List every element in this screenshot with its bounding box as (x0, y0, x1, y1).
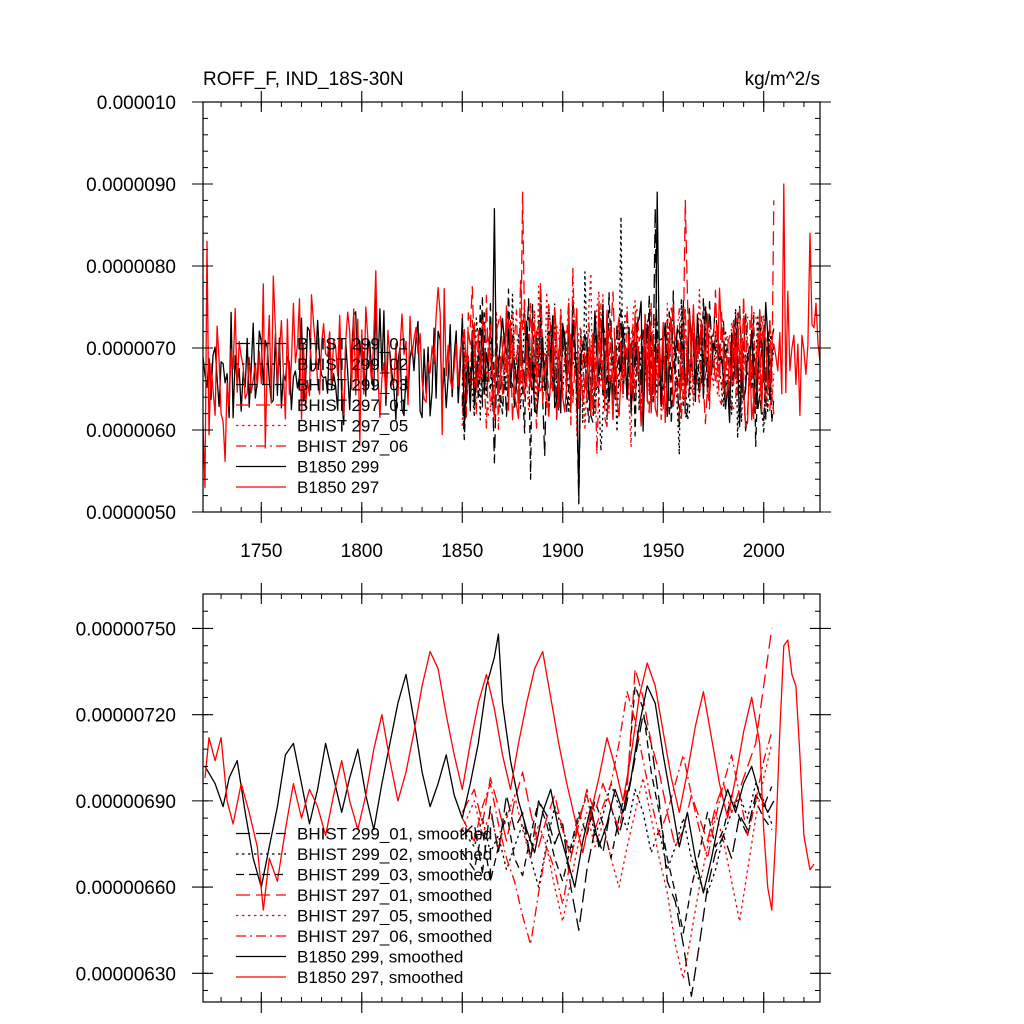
y-tick-label: 0.0000060 (86, 421, 176, 442)
legend-label: BHIST 299_01, smoothed (297, 825, 492, 844)
series-line-b1850-297-smoothed (204, 639, 815, 911)
x-tick-label: 1850 (441, 541, 483, 562)
series-line-bhist-297-05-smoothed (461, 743, 773, 980)
chart-title: ROFF_F, IND_18S-30N (203, 69, 404, 90)
legend-label: BHIST 297_05, smoothed (297, 907, 492, 926)
bottom-panel: 0.00000630 0.00000660 0.00000690 0.00000720… (76, 583, 831, 1013)
x-tick-label: 1950 (642, 541, 684, 562)
y-tick-label: 0.00000690 (76, 792, 176, 813)
legend-label: BHIST 299_03 (297, 376, 408, 395)
series-line-bhist-297-06-smoothed (461, 691, 773, 946)
legend-label: BHIST 297_06 (297, 437, 408, 456)
series-line-bhist-299-01-smoothed (461, 714, 773, 997)
legend-label: BHIST 299_01 (297, 335, 408, 354)
x-tick-label: 1750 (240, 541, 282, 562)
plot-frame (202, 593, 821, 1003)
legend-label: BHIST 297_06, smoothed (297, 927, 492, 946)
series-group (203, 183, 820, 505)
top-panel: 0.0000050 0.0000060 0.0000070 0.0000080 0.00… (86, 69, 831, 562)
x-tick-label: 1900 (542, 541, 584, 562)
y-tick-label: 0.00000630 (76, 964, 176, 985)
series-group (204, 628, 815, 997)
legend-label: B1850 299 (297, 458, 379, 477)
legend-label: B1850 297, smoothed (297, 968, 463, 987)
legend-label: BHIST 299_02, smoothed (297, 845, 492, 864)
y-tick-label: 0.000010 (97, 93, 176, 114)
x-tick-label: 1800 (341, 541, 383, 562)
series-line-bhist-297-06 (461, 266, 775, 456)
legend-label: B1850 297 (297, 478, 379, 497)
series-line-b1850-297 (203, 183, 820, 489)
series-line-bhist-299-02 (461, 216, 775, 456)
legend-label: BHIST 299_03, smoothed (297, 866, 492, 885)
legend-label: BHIST 299_02 (297, 355, 408, 374)
series-line-bhist-299-02-smoothed (461, 782, 773, 894)
y-tick-label: 0.0000050 (86, 503, 176, 524)
series-line-b1850-299-smoothed (204, 633, 775, 894)
series-line-b1850-299 (203, 191, 775, 497)
y-tick-label: 0.00000750 (76, 619, 176, 640)
legend-label: BHIST 297_05 (297, 417, 408, 436)
y-tick-label: 0.00000720 (76, 706, 176, 727)
x-tick-label: 2000 (743, 541, 785, 562)
units-label: kg/m^2/s (745, 69, 820, 90)
y-tick-label: 0.0000080 (86, 257, 176, 278)
plot-frame (202, 101, 821, 513)
y-tick-label: 0.0000070 (86, 339, 176, 360)
legend-label: BHIST 297_01, smoothed (297, 886, 492, 905)
y-tick-label: 0.00000660 (76, 878, 176, 899)
legend-label: B1850 299, smoothed (297, 948, 463, 967)
y-tick-label: 0.0000090 (86, 175, 176, 196)
series-line-bhist-299-03-smoothed (461, 685, 773, 934)
legend-label: BHIST 297_01 (297, 396, 408, 415)
